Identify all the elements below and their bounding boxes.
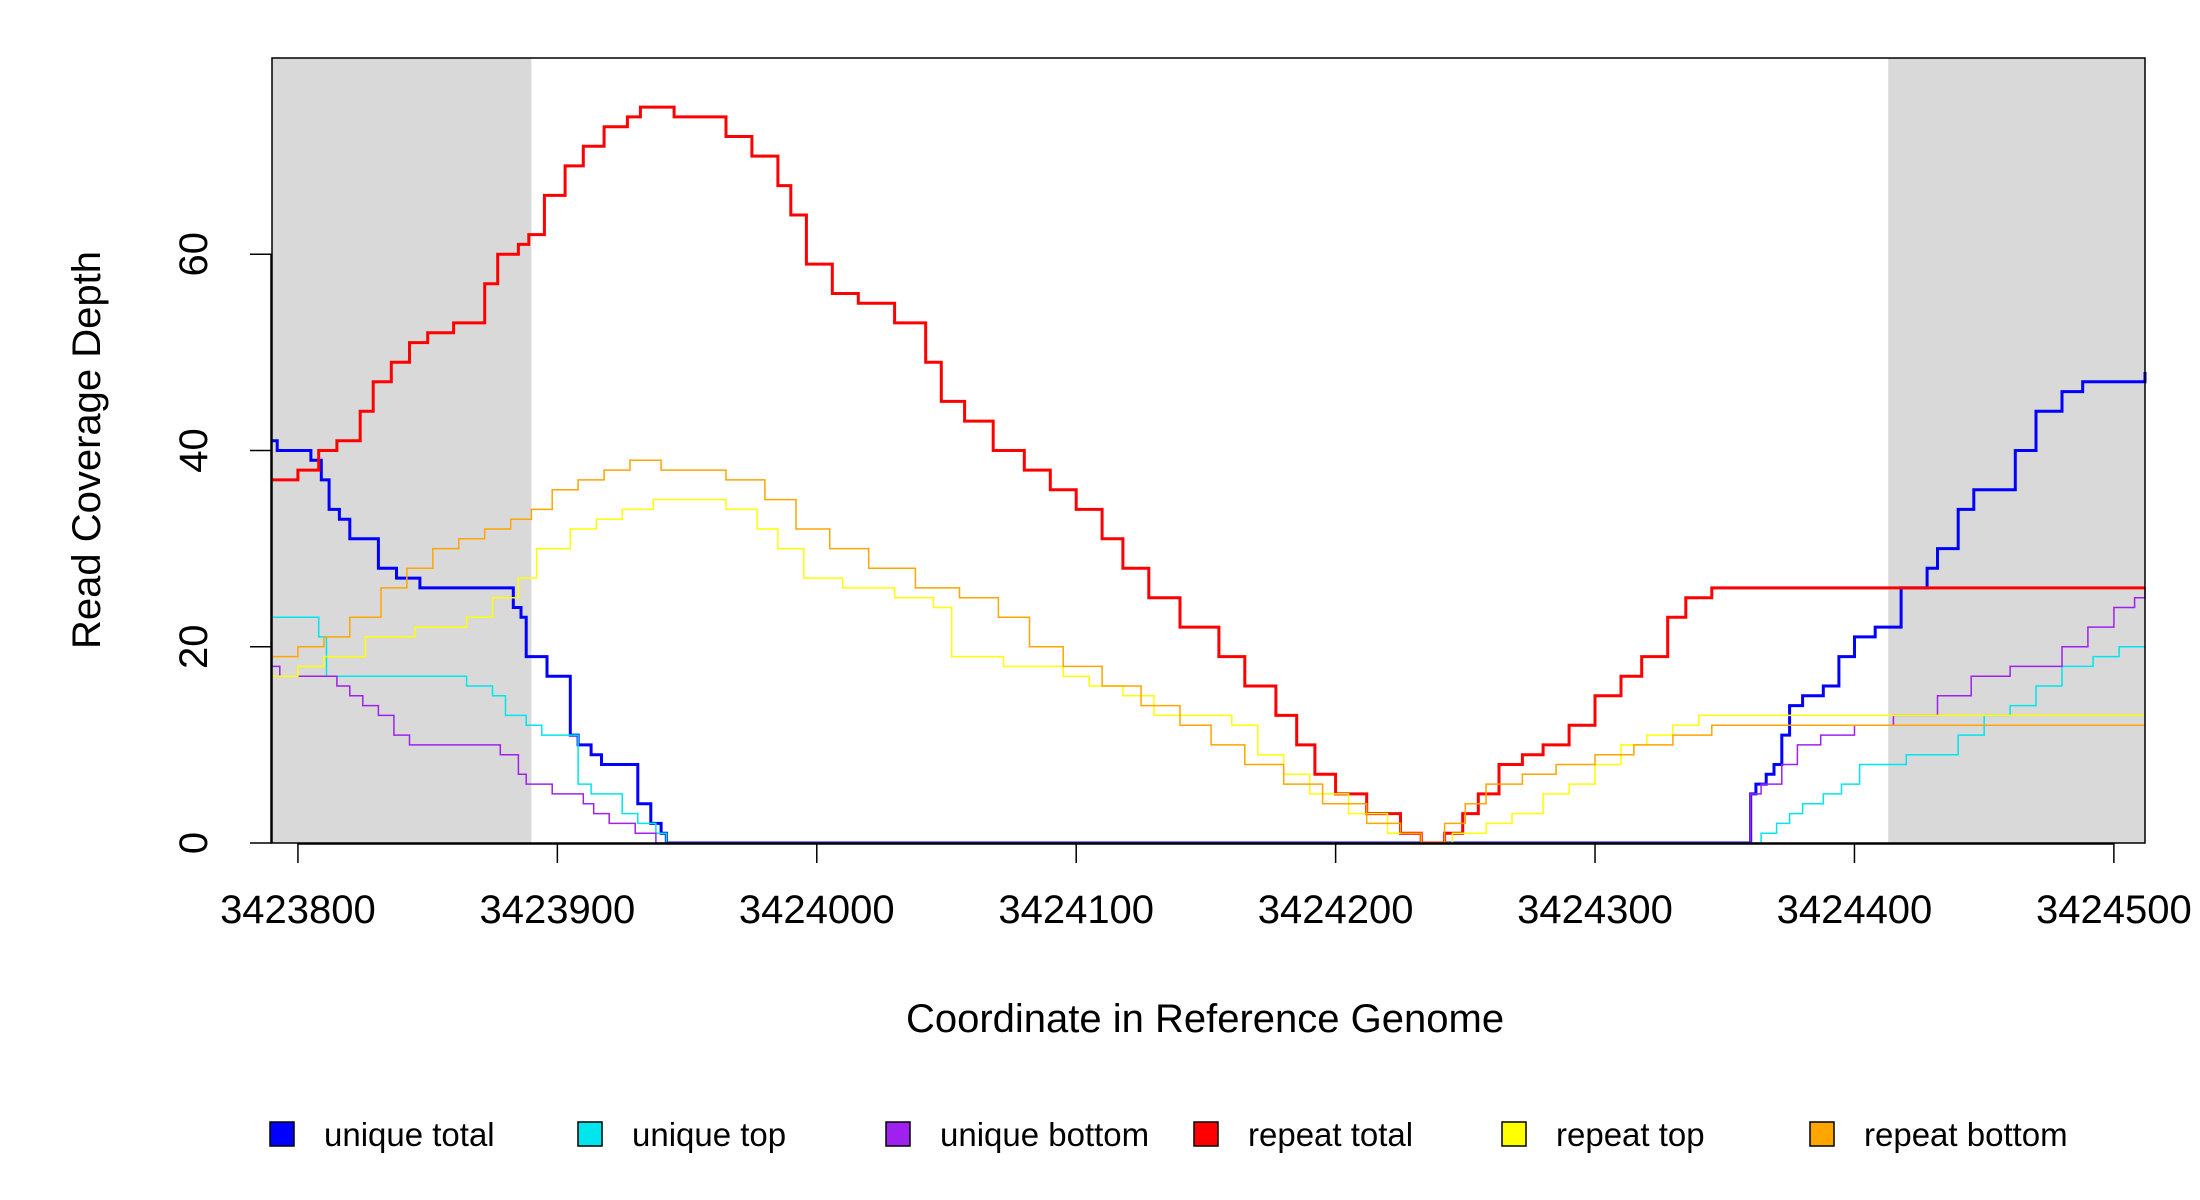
shaded-region-1 — [272, 58, 532, 843]
y-axis-title: Read Coverage Depth — [65, 251, 109, 649]
x-axis-title: Coordinate in Reference Genome — [906, 997, 1504, 1041]
y-tick-label: 0 — [172, 832, 216, 854]
series-lines — [272, 105, 2147, 845]
x-axis: 3423800 3423900 3424000 3424100 3424200 34243… — [220, 843, 2192, 932]
series-line-repeat-total — [272, 105, 2145, 845]
x-tick-label: 3424200 — [1258, 888, 1414, 932]
x-tick-label: 3423800 — [220, 888, 376, 932]
legend-label: repeat total — [1248, 1116, 1413, 1153]
legend-item-repeat-bottom: repeat bottom — [1809, 1116, 2068, 1153]
series-line-unique-bottom — [272, 587, 2146, 844]
legend-swatch — [885, 1121, 911, 1147]
series-line-repeat-top — [272, 498, 2145, 844]
legend-item-unique-total: unique total — [269, 1116, 495, 1153]
series-line-unique-top — [272, 616, 2145, 844]
legend-label: repeat bottom — [1864, 1116, 2068, 1153]
legend-label: unique bottom — [940, 1116, 1149, 1153]
legend-swatch — [269, 1121, 295, 1147]
series-line-repeat-bottom — [272, 459, 2145, 844]
legend-swatch — [1809, 1121, 1835, 1147]
legend: unique total unique top unique bottom repea… — [269, 1116, 2068, 1153]
legend-item-repeat-top: repeat top — [1501, 1116, 1705, 1153]
legend-swatch — [1193, 1121, 1219, 1147]
y-tick-label: 60 — [172, 232, 216, 277]
x-tick-label: 3424300 — [1517, 888, 1673, 932]
legend-item-repeat-total: repeat total — [1193, 1116, 1413, 1153]
x-tick-label: 3424500 — [2036, 888, 2192, 932]
legend-swatch — [1501, 1121, 1527, 1147]
series-line-unique-total — [272, 372, 2147, 845]
y-tick-label: 20 — [172, 625, 216, 670]
x-tick-label: 3423900 — [479, 888, 635, 932]
y-tick-label: 40 — [172, 428, 216, 473]
y-axis: 0 20 40 60 — [172, 232, 272, 854]
legend-label: repeat top — [1556, 1116, 1705, 1153]
legend-item-unique-bottom: unique bottom — [885, 1116, 1149, 1153]
x-tick-label: 3424100 — [998, 888, 1154, 932]
legend-label: unique top — [632, 1116, 786, 1153]
x-tick-label: 3424400 — [1777, 888, 1933, 932]
x-tick-label: 3424000 — [739, 888, 895, 932]
legend-label: unique total — [324, 1116, 495, 1153]
legend-swatch — [577, 1121, 603, 1147]
legend-item-unique-top: unique top — [577, 1116, 786, 1153]
